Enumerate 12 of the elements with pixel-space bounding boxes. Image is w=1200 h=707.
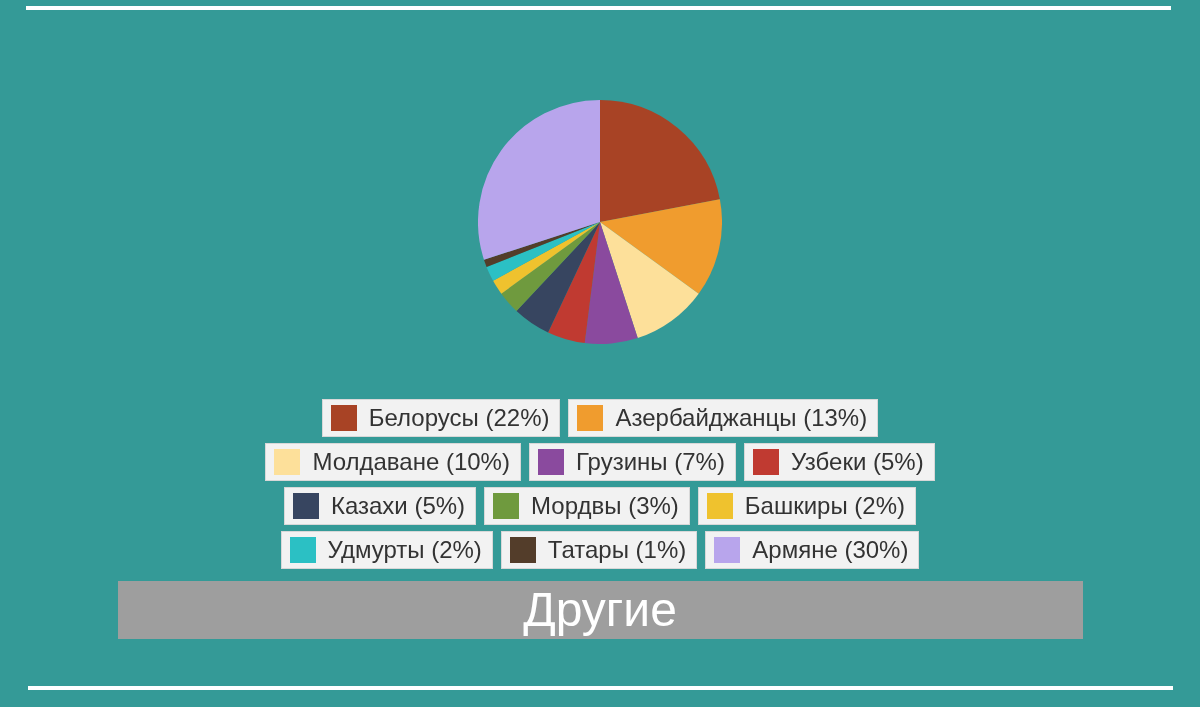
legend-label: Казахи (5%)	[330, 492, 466, 520]
legend-label: Белорусы (22%)	[368, 404, 550, 432]
legend-label: Татары (1%)	[547, 536, 687, 564]
text: Другие	[117, 581, 1083, 639]
legend-label: Армяне (30%)	[752, 536, 909, 564]
legend-label: Узбеки (5%)	[790, 448, 924, 476]
legend-label: Грузины (7%)	[575, 448, 725, 476]
legend-label: Удмурты (2%)	[327, 536, 482, 564]
legend-label: Азербайджанцы (13%)	[615, 404, 868, 432]
legend-label: Молдаване (10%)	[312, 448, 510, 476]
legend-label: Башкиры (2%)	[744, 492, 906, 520]
legend-label: Мордвы (3%)	[531, 492, 679, 520]
